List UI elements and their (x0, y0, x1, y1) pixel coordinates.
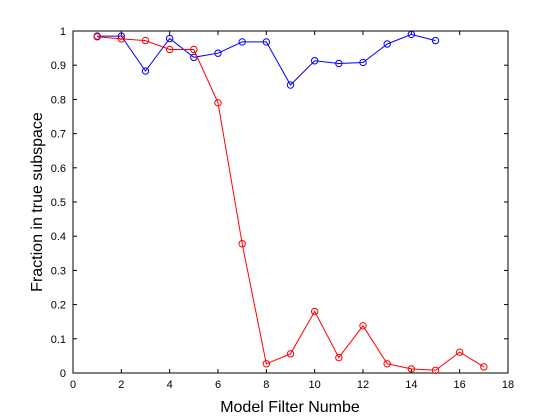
data-point (359, 322, 367, 330)
x-tick-label: 10 (309, 379, 321, 391)
y-axis: 0 0.1 0.2 0.3 0.4 0.5 0.6 0.7 0.8 0.9 1 (51, 26, 508, 380)
x-tick-label: 14 (405, 379, 417, 391)
data-point (214, 99, 222, 107)
x-tick-label: 4 (167, 379, 173, 391)
data-point (165, 45, 174, 54)
data-point (286, 81, 295, 89)
y-tick-label: 0.3 (51, 265, 66, 277)
data-point (383, 360, 391, 368)
data-point (93, 33, 101, 41)
data-point (117, 35, 126, 43)
y-tick-label: 0.9 (51, 60, 66, 72)
data-point (359, 58, 367, 67)
x-tick-label: 12 (357, 379, 369, 391)
y-axis-label: Fraction in true subspace (29, 112, 46, 292)
data-point (310, 57, 319, 65)
data-point (335, 59, 343, 68)
data-point (262, 360, 271, 368)
y-tick-label: 1 (60, 26, 66, 38)
data-point (383, 40, 391, 48)
data-point (238, 38, 246, 46)
data-point (214, 49, 222, 57)
y-tick-label: 0.5 (51, 197, 66, 209)
y-tick-label: 0.7 (51, 129, 66, 141)
y-tick-label: 0.8 (51, 94, 66, 106)
series-1 (93, 30, 440, 89)
data-point (407, 365, 416, 373)
x-axis: 0 2 4 6 8 10 12 14 16 18 (70, 31, 514, 391)
data-point (165, 34, 174, 43)
y-tick-label: 0.1 (51, 334, 66, 346)
data-point (190, 45, 198, 54)
y-tick-label: 0 (60, 368, 66, 380)
x-tick-label: 0 (70, 379, 76, 391)
x-tick-label: 2 (118, 379, 124, 391)
data-point (455, 348, 464, 356)
series-line (97, 36, 485, 371)
data-point (310, 307, 319, 316)
data-point (141, 36, 150, 45)
series-line (97, 33, 436, 86)
y-tick-label: 0.2 (51, 300, 66, 312)
data-point (286, 350, 295, 358)
x-axis-label: Model Filter Numbe (220, 399, 360, 416)
x-tick-label: 8 (263, 379, 269, 391)
data-point (407, 30, 416, 39)
y-tick-label: 0.4 (51, 231, 66, 243)
x-tick-label: 6 (215, 379, 221, 391)
data-point (480, 363, 488, 371)
data-point (431, 36, 440, 45)
data-point (238, 240, 246, 248)
series-layer (93, 30, 488, 374)
data-point (335, 353, 343, 362)
x-tick-label: 16 (454, 379, 466, 391)
x-tick-label: 18 (502, 379, 514, 391)
data-point (262, 38, 271, 46)
y-tick-label: 0.6 (51, 163, 66, 175)
data-point (431, 366, 440, 374)
data-point (141, 67, 150, 75)
series-2 (93, 33, 488, 374)
